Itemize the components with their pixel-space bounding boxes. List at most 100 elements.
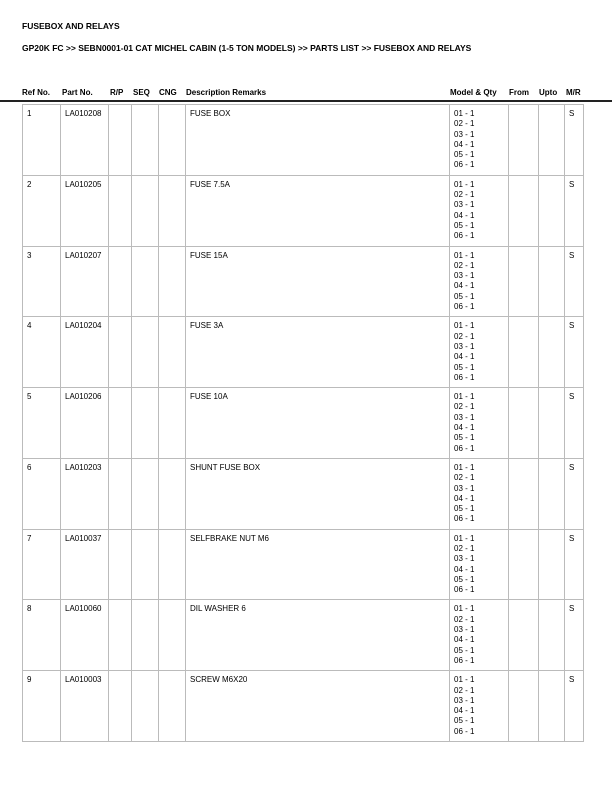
page-title: FUSEBOX AND RELAYS: [22, 21, 120, 31]
header-upto: Upto: [539, 88, 558, 97]
model-qty-line: 04 - 1: [454, 281, 475, 291]
table-row: 4 LA010204 FUSE 3A 01 - 1 02 - 1 03 - 1 04 - 1…: [22, 316, 584, 389]
header-mr: M/R: [566, 88, 581, 97]
ref-no: 2: [22, 174, 61, 247]
model-qty-line: 02 - 1: [454, 543, 475, 553]
table-row: 1 LA010208 FUSE BOX 01 - 1 02 - 1 03 - 1 04 - …: [22, 104, 584, 176]
model-qty-line: 06 - 1: [454, 372, 475, 382]
model-qty-line: 04 - 1: [454, 139, 475, 149]
model-qty-line: 02 - 1: [454, 473, 475, 483]
description: SCREW M6X20: [185, 670, 450, 743]
part-no: LA010208: [60, 104, 109, 176]
model-qty: 01 - 1 02 - 1 03 - 1 04 - 1 05 - 1 06 - 1: [449, 670, 509, 743]
part-no: LA010204: [60, 316, 109, 389]
model-qty-line: 03 - 1: [454, 271, 475, 281]
model-qty-line: 03 - 1: [454, 412, 475, 422]
model-qty-line: 03 - 1: [454, 200, 475, 210]
model-qty-line: 05 - 1: [454, 574, 475, 584]
part-no: LA010205: [60, 174, 109, 247]
upto: [538, 316, 565, 389]
table-row: 5 LA010206 FUSE 10A 01 - 1 02 - 1 03 - 1 04 - …: [22, 387, 584, 459]
cng: [158, 387, 186, 459]
seq: [131, 174, 159, 247]
rp: [108, 599, 132, 672]
cng: [158, 104, 186, 176]
model-qty-line: 06 - 1: [454, 655, 475, 665]
seq: [131, 670, 159, 743]
upto: [538, 104, 565, 176]
seq: [131, 457, 159, 530]
model-qty-line: 01 - 1: [454, 533, 475, 543]
ref-no: 9: [22, 670, 61, 743]
mr: S: [564, 599, 584, 672]
ref-no: 1: [22, 104, 61, 176]
mr: S: [564, 387, 584, 459]
header-ref: Ref No.: [22, 88, 50, 97]
model-qty-line: 04 - 1: [454, 635, 475, 645]
model-qty-line: 03 - 1: [454, 341, 475, 351]
from: [508, 245, 539, 318]
ref-no: 4: [22, 316, 61, 389]
rp: [108, 670, 132, 743]
seq: [131, 245, 159, 318]
upto: [538, 599, 565, 672]
mr: S: [564, 457, 584, 530]
cng: [158, 174, 186, 247]
model-qty-line: 02 - 1: [454, 402, 475, 412]
model-qty-line: 05 - 1: [454, 645, 475, 655]
model-qty-line: 04 - 1: [454, 352, 475, 362]
model-qty-line: 02 - 1: [454, 685, 475, 695]
rp: [108, 457, 132, 530]
from: [508, 174, 539, 247]
model-qty-line: 06 - 1: [454, 585, 475, 595]
model-qty: 01 - 1 02 - 1 03 - 1 04 - 1 05 - 1 06 - 1: [449, 387, 509, 459]
ref-no: 7: [22, 528, 61, 601]
table-row: 6 LA010203 SHUNT FUSE BOX 01 - 1 02 - 1 03 - …: [22, 457, 584, 530]
parts-table: 1 LA010208 FUSE BOX 01 - 1 02 - 1 03 - 1 04 - …: [22, 104, 584, 743]
ref-no: 6: [22, 457, 61, 530]
model-qty-line: 04 - 1: [454, 423, 475, 433]
model-qty-line: 06 - 1: [454, 302, 475, 312]
model-qty-line: 01 - 1: [454, 392, 475, 402]
upto: [538, 387, 565, 459]
header-model: Model & Qty: [450, 88, 497, 97]
ref-no: 3: [22, 245, 61, 318]
description: DIL WASHER 6: [185, 599, 450, 672]
model-qty-line: 02 - 1: [454, 190, 475, 200]
cng: [158, 528, 186, 601]
mr: S: [564, 245, 584, 318]
seq: [131, 104, 159, 176]
cng: [158, 457, 186, 530]
upto: [538, 174, 565, 247]
part-no: LA010060: [60, 599, 109, 672]
from: [508, 670, 539, 743]
rp: [108, 316, 132, 389]
cng: [158, 670, 186, 743]
upto: [538, 245, 565, 318]
ref-no: 8: [22, 599, 61, 672]
model-qty-line: 05 - 1: [454, 220, 475, 230]
model-qty-line: 01 - 1: [454, 604, 475, 614]
rp: [108, 245, 132, 318]
mr: S: [564, 670, 584, 743]
from: [508, 316, 539, 389]
model-qty-line: 02 - 1: [454, 614, 475, 624]
header-divider: [0, 100, 612, 102]
model-qty-line: 05 - 1: [454, 150, 475, 160]
seq: [131, 599, 159, 672]
model-qty: 01 - 1 02 - 1 03 - 1 04 - 1 05 - 1 06 - 1: [449, 245, 509, 318]
model-qty-line: 01 - 1: [454, 109, 475, 118]
description: FUSE BOX: [185, 104, 450, 176]
model-qty-line: 05 - 1: [454, 291, 475, 301]
part-no: LA010207: [60, 245, 109, 318]
header-desc: Description Remarks: [186, 88, 267, 97]
cng: [158, 245, 186, 318]
model-qty-line: 03 - 1: [454, 695, 475, 705]
header-seq: SEQ: [133, 88, 150, 97]
mr: S: [564, 174, 584, 247]
model-qty-line: 04 - 1: [454, 493, 475, 503]
table-row: 9 LA010003 SCREW M6X20 01 - 1 02 - 1 03 - 1 04…: [22, 670, 584, 743]
model-qty-line: 01 - 1: [454, 675, 475, 685]
